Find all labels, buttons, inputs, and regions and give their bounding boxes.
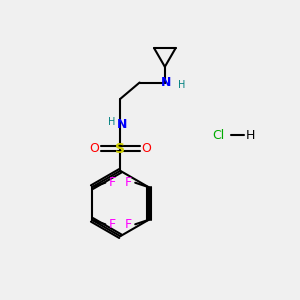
Text: O: O bbox=[89, 142, 99, 155]
Text: F: F bbox=[108, 218, 116, 231]
Text: H: H bbox=[108, 117, 116, 127]
Text: N: N bbox=[117, 118, 127, 130]
Text: H: H bbox=[246, 129, 255, 142]
Text: F: F bbox=[125, 176, 132, 189]
Text: O: O bbox=[141, 142, 151, 155]
Text: F: F bbox=[108, 176, 116, 189]
Text: Cl: Cl bbox=[212, 129, 224, 142]
Text: N: N bbox=[161, 76, 172, 89]
Text: F: F bbox=[125, 218, 132, 231]
Text: H: H bbox=[178, 80, 185, 90]
Text: S: S bbox=[115, 142, 125, 155]
